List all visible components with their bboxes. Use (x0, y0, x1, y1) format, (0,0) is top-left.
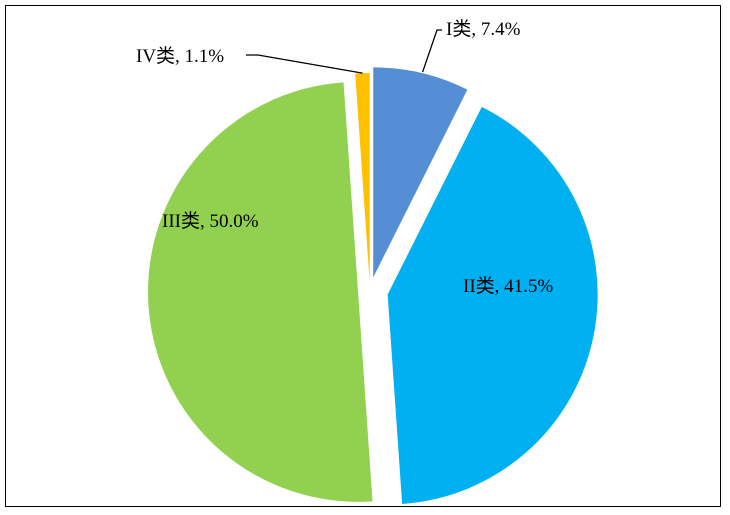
leader-lines (246, 29, 442, 74)
pie-slices (148, 67, 598, 505)
slice-label-i: I类, 7.4% (446, 18, 521, 40)
slice-label-ii: II类, 41.5% (463, 275, 553, 297)
slice-i (373, 67, 468, 278)
leader-line-i (421, 29, 442, 73)
slice-iv (355, 73, 370, 284)
slice-label-iv: IV类, 1.1% (136, 45, 224, 67)
slice-iii (148, 82, 373, 502)
slice-labels: I类, 7.4% II类, 41.5% III类, 50.0% IV类, 1.1… (136, 18, 553, 297)
leader-line-iv (246, 54, 363, 74)
slice-label-iii: III类, 50.0% (162, 210, 259, 232)
slice-ii (387, 106, 598, 505)
